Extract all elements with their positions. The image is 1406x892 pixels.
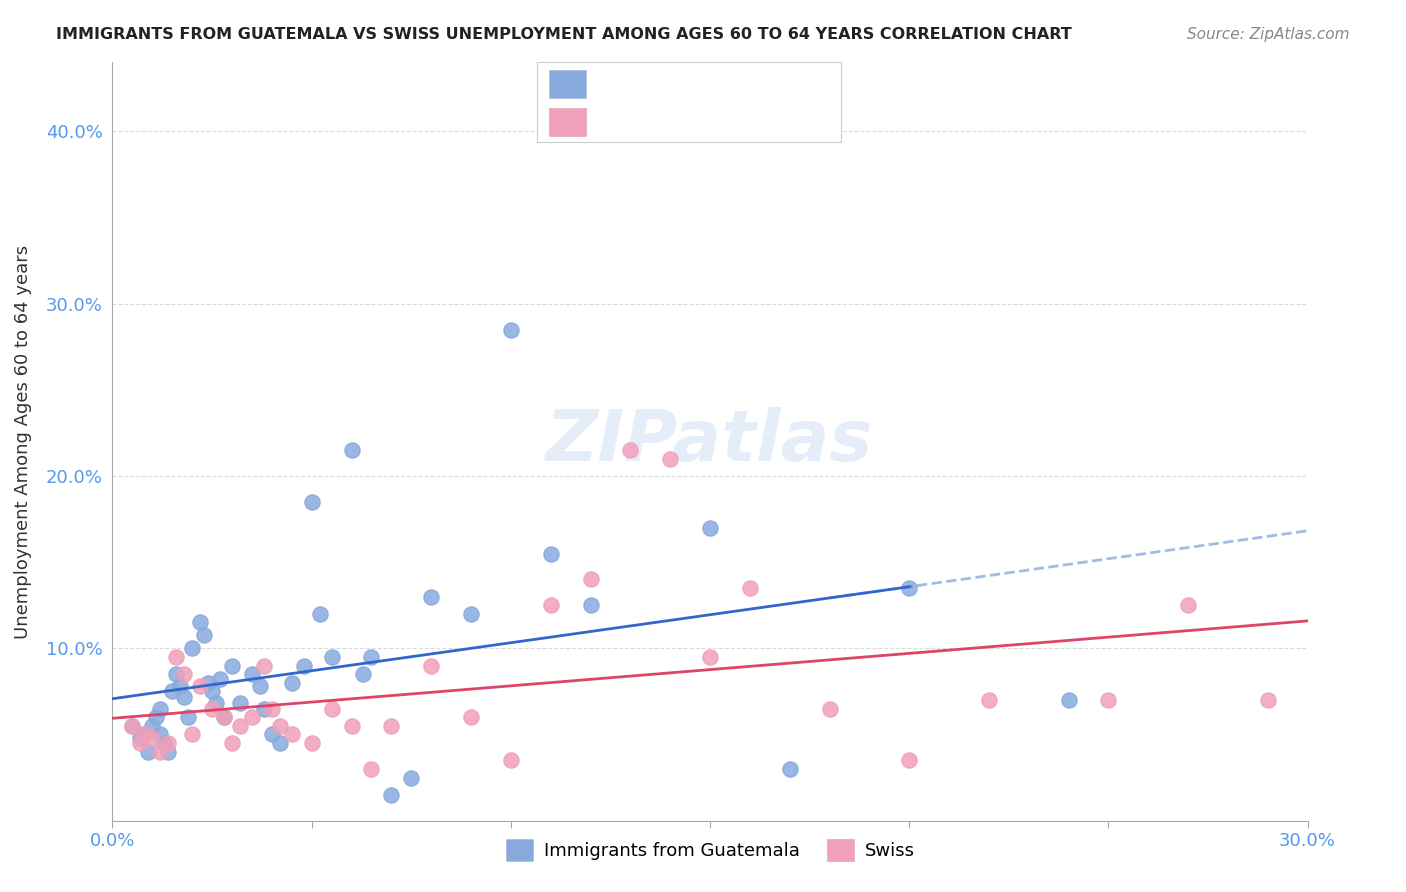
Point (197, 675, 219, 690)
Point (240, 667, 263, 681)
Point (169, 679, 191, 693)
Point (221, 736, 243, 750)
Point (229, 719, 252, 733)
Point (129, 731, 152, 745)
Text: ZIPatlas: ZIPatlas (547, 407, 873, 476)
Point (173, 690, 195, 704)
Point (281, 675, 304, 690)
Point (165, 649, 187, 664)
Point (165, 667, 187, 681)
Point (162, 684, 183, 698)
Point (380, 788, 402, 802)
Point (134, 727, 156, 741)
Point (153, 736, 176, 750)
Point (579, 599, 602, 613)
Point (201, 684, 224, 698)
Point (141, 719, 163, 733)
Point (188, 615, 211, 630)
Point (253, 658, 276, 673)
Y-axis label: Unemployment Among Ages 60 to 64 years: Unemployment Among Ages 60 to 64 years (14, 244, 32, 639)
Point (818, 701, 841, 715)
Point (540, 547, 562, 561)
Point (499, 753, 522, 767)
Point (301, 736, 323, 750)
Point (188, 679, 211, 693)
Point (1057, 693, 1080, 707)
Point (201, 701, 224, 715)
Point (177, 710, 200, 724)
Point (134, 727, 156, 741)
Point (460, 607, 482, 621)
Point (779, 762, 801, 776)
Point (149, 727, 172, 741)
Point (898, 753, 921, 767)
Point (141, 731, 163, 745)
Point (212, 710, 235, 724)
Point (205, 697, 228, 711)
Point (129, 736, 152, 750)
Point (240, 710, 263, 724)
Point (121, 719, 143, 733)
Point (157, 736, 180, 750)
Point (619, 443, 641, 458)
Point (181, 727, 204, 741)
Point (340, 719, 363, 733)
Point (221, 658, 243, 673)
Point (1097, 693, 1119, 707)
Point (260, 727, 283, 741)
Text: IMMIGRANTS FROM GUATEMALA VS SWISS UNEMPLOYMENT AMONG AGES 60 TO 64 YEARS CORREL: IMMIGRANTS FROM GUATEMALA VS SWISS UNEMP… (56, 27, 1071, 42)
Point (253, 701, 276, 715)
Point (321, 701, 343, 715)
Point (1177, 599, 1199, 613)
Point (340, 443, 363, 458)
Point (212, 710, 235, 724)
Point (249, 679, 271, 693)
Point (149, 701, 172, 715)
Point (308, 607, 330, 621)
Point (401, 771, 423, 785)
Point (301, 495, 323, 509)
Point (540, 599, 562, 613)
Point (699, 521, 721, 535)
Point (281, 727, 304, 741)
Point (460, 710, 482, 724)
Point (380, 719, 402, 733)
Point (269, 736, 291, 750)
Point (360, 649, 382, 664)
Point (145, 710, 167, 724)
Point (977, 693, 1000, 707)
Point (292, 658, 315, 673)
Point (260, 701, 283, 715)
Point (699, 649, 721, 664)
Point (1257, 693, 1279, 707)
Point (157, 745, 180, 759)
Point (579, 573, 602, 587)
Point (149, 745, 172, 759)
Point (209, 673, 232, 687)
Point (499, 322, 522, 336)
Point (360, 762, 382, 776)
Legend: Immigrants from Guatemala, Swiss: Immigrants from Guatemala, Swiss (498, 832, 922, 869)
Point (353, 667, 375, 681)
Text: Source: ZipAtlas.com: Source: ZipAtlas.com (1187, 27, 1350, 42)
Point (321, 649, 343, 664)
Point (420, 590, 443, 604)
Point (229, 697, 252, 711)
Point (121, 719, 143, 733)
Point (420, 658, 443, 673)
Point (898, 581, 921, 595)
Point (173, 667, 195, 681)
Point (181, 641, 204, 656)
Point (659, 451, 682, 466)
Point (269, 719, 291, 733)
Point (193, 627, 215, 641)
Point (738, 581, 761, 595)
Point (138, 745, 160, 759)
